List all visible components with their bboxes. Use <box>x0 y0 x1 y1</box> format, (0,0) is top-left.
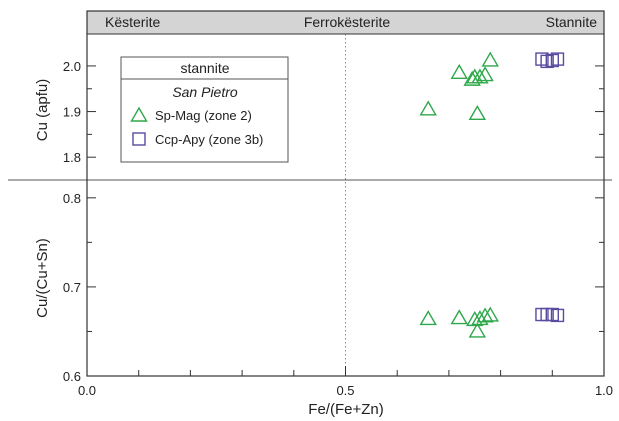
x-tick-label: 0.5 <box>336 383 354 398</box>
data-point-triangle <box>476 66 494 82</box>
legend-label-ccp-apy: Ccp-Apy (zone 3b) <box>155 132 263 147</box>
legend-title: stannite <box>180 60 229 76</box>
legend: stannite San Pietro Sp-Mag (zone 2) Ccp-… <box>120 56 289 163</box>
header-label-stannite: Stannite <box>546 14 598 30</box>
data-point-square <box>535 52 549 66</box>
data-point-triangle <box>476 307 494 323</box>
y-tick-label: 0.8 <box>63 191 81 206</box>
y-tick-label: 1.8 <box>63 150 81 165</box>
data-point-square <box>545 307 559 322</box>
header-label-ferrokesterite: Ferrokësterite <box>304 14 391 30</box>
data-points <box>419 51 565 338</box>
x-tick-label: 0.0 <box>78 383 96 398</box>
y-tick-label: 0.6 <box>63 369 81 384</box>
y-axis-title-cu: Cu (apfu) <box>34 79 51 142</box>
legend-subtitle: San Pietro <box>172 84 238 100</box>
legend-square-marker <box>132 132 146 146</box>
data-point-triangle <box>450 309 468 325</box>
header-label-kesterite: Kësterite <box>105 14 160 30</box>
data-point-triangle <box>468 322 487 338</box>
data-point-square <box>545 53 559 68</box>
data-point-square <box>540 54 554 69</box>
legend-label-sp-mag: Sp-Mag (zone 2) <box>155 108 252 123</box>
y-axis-title-cusn: Cu/(Cu+Sn) <box>34 238 51 318</box>
legend-box <box>120 56 289 163</box>
y-tick-label: 1.9 <box>63 105 81 120</box>
data-point-triangle <box>481 306 499 322</box>
data-point-triangle <box>468 104 487 121</box>
data-point-square <box>550 52 565 66</box>
header-band-fill <box>87 11 604 34</box>
data-point-triangle <box>450 63 468 79</box>
data-point-triangle <box>481 51 499 67</box>
data-point-triangle <box>471 68 489 84</box>
legend-triangle-marker <box>130 106 148 122</box>
data-point-triangle <box>419 100 437 116</box>
plot-frame <box>8 10 612 377</box>
y-tick-label: 0.7 <box>63 280 81 295</box>
y-tick-label: 2.0 <box>63 59 81 74</box>
x-axis-title: Fe/(Fe+Zn) <box>308 401 383 418</box>
data-point-triangle <box>463 70 481 86</box>
data-point-square <box>550 308 565 323</box>
axis-ticks: 0.0 0.5 1.0 1.8 1.9 2.0 0.6 0.7 0.8 <box>63 59 613 398</box>
header-band: Kësterite Ferrokësterite Stannite <box>105 14 597 30</box>
x-tick-label: 1.0 <box>595 383 613 398</box>
data-point-triangle <box>419 310 437 326</box>
